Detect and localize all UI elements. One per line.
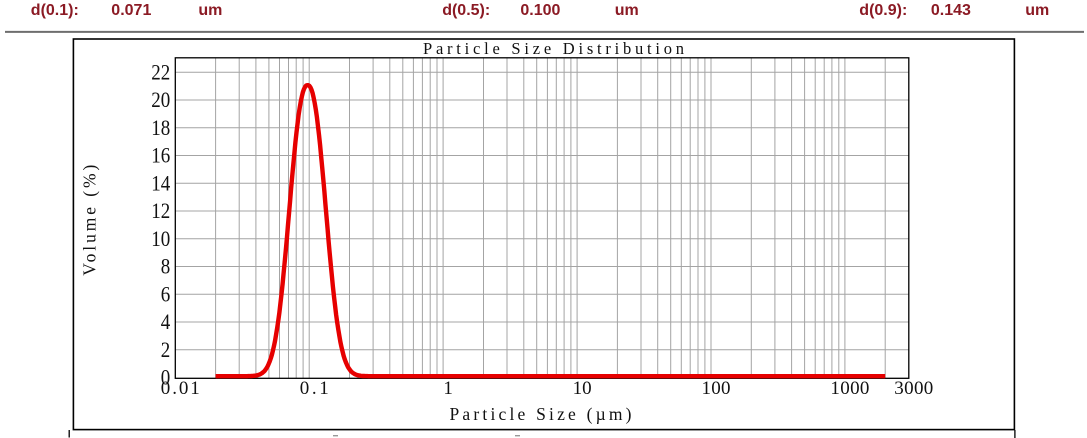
svg-text:20: 20 bbox=[151, 87, 170, 112]
svg-text:um: um bbox=[198, 2, 222, 19]
svg-text:d(0.5):: d(0.5): bbox=[442, 2, 490, 19]
svg-text:18: 18 bbox=[151, 115, 170, 140]
svg-text:3000: 3000 bbox=[894, 378, 933, 399]
svg-text:1000: 1000 bbox=[830, 378, 869, 399]
svg-text:d(0.9):: d(0.9): bbox=[859, 2, 907, 19]
svg-text:Volume (%): Volume (%) bbox=[80, 165, 100, 276]
svg-text:16: 16 bbox=[151, 143, 170, 168]
svg-text:0.071: 0.071 bbox=[111, 2, 151, 19]
svg-text:10: 10 bbox=[151, 226, 170, 251]
svg-text:0.1: 0.1 bbox=[300, 378, 329, 399]
svg-text:22: 22 bbox=[151, 59, 170, 84]
svg-text:um: um bbox=[615, 2, 639, 19]
svg-text:12: 12 bbox=[151, 198, 170, 223]
svg-text:Particle Size (µm): Particle Size (µm) bbox=[450, 404, 632, 424]
svg-text:2: 2 bbox=[161, 337, 171, 362]
svg-text:8: 8 bbox=[161, 254, 171, 279]
svg-text:4: 4 bbox=[161, 309, 171, 334]
svg-text:0.100: 0.100 bbox=[520, 2, 560, 19]
svg-text:d(0.1):: d(0.1): bbox=[31, 2, 79, 19]
svg-text:0.143: 0.143 bbox=[931, 2, 971, 19]
svg-text:14: 14 bbox=[151, 170, 170, 195]
svg-text:100: 100 bbox=[702, 378, 731, 399]
svg-text:um: um bbox=[1025, 2, 1049, 19]
svg-text:0: 0 bbox=[161, 365, 171, 390]
svg-text:6: 6 bbox=[161, 281, 171, 306]
svg-text:10: 10 bbox=[573, 378, 592, 399]
svg-text:0.01: 0.01 bbox=[161, 378, 200, 399]
svg-text:1: 1 bbox=[443, 378, 453, 399]
